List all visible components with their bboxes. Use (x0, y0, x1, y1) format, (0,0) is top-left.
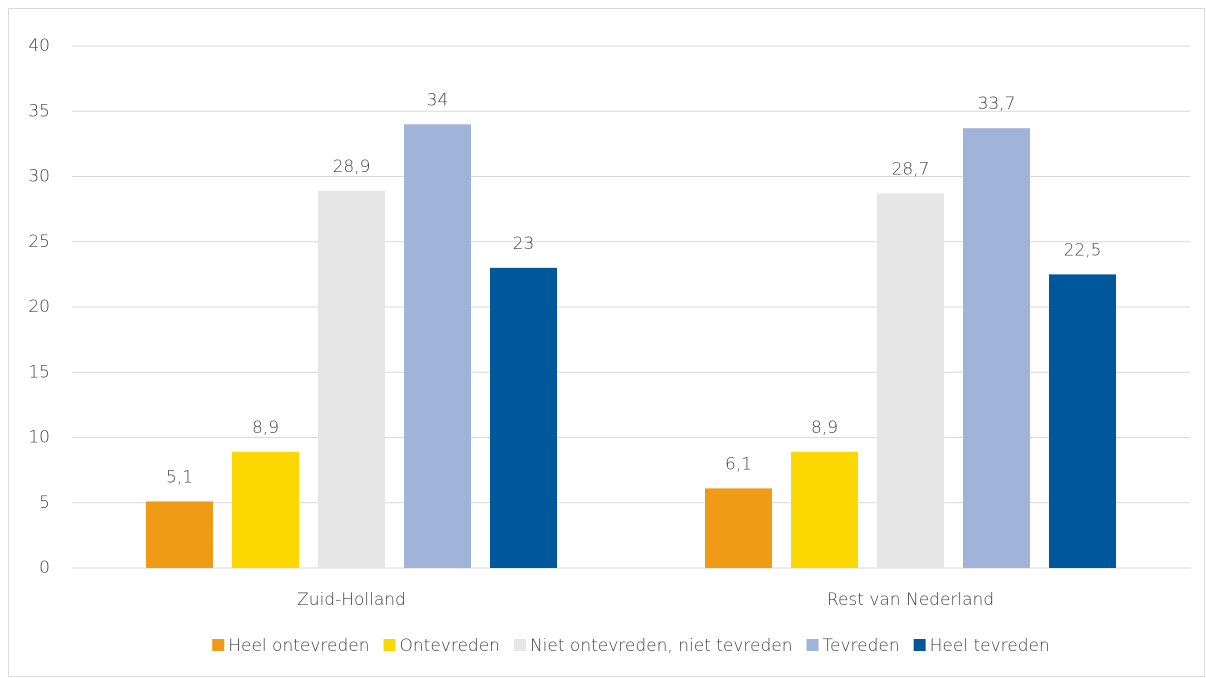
bar (490, 267, 557, 568)
data-label: 28,7 (892, 159, 930, 179)
x-tick-label: Rest van Nederland (827, 590, 994, 610)
data-label: 22,5 (1064, 240, 1102, 260)
y-tick-label: 15 (28, 362, 50, 382)
data-label: 8,9 (252, 418, 279, 438)
legend-label: Ontevreden (400, 636, 500, 656)
bar (877, 193, 944, 568)
data-label: 23 (513, 234, 535, 254)
data-label: 5,1 (166, 467, 193, 487)
legend-label: Heel tevreden (930, 636, 1050, 656)
data-label: 6,1 (725, 454, 752, 474)
legend-swatch (513, 639, 526, 651)
bar (146, 501, 213, 568)
data-label: 28,9 (333, 157, 371, 177)
bar (791, 451, 858, 568)
bar (963, 128, 1030, 568)
legend-swatch (212, 639, 225, 651)
legend-label: Tevreden (823, 636, 900, 656)
data-label: 8,9 (811, 418, 838, 438)
bar (705, 488, 772, 568)
y-tick-label: 10 (28, 428, 50, 448)
y-tick-label: 20 (28, 297, 50, 317)
legend-swatch (383, 639, 396, 651)
data-label: 33,7 (978, 94, 1016, 114)
y-tick-label: 35 (28, 101, 50, 121)
bar (232, 451, 299, 568)
y-tick-label: 25 (28, 232, 50, 252)
legend-swatch (913, 639, 926, 651)
x-tick-label: Zuid-Holland (297, 590, 406, 610)
y-tick-label: 0 (39, 558, 50, 578)
chart-border (8, 8, 1205, 677)
y-tick-label: 40 (28, 36, 50, 56)
legend-swatch (806, 639, 819, 651)
legend-label: Heel ontevreden (228, 636, 369, 656)
y-tick-label: 5 (39, 493, 50, 513)
y-tick-label: 30 (28, 167, 50, 187)
bar (318, 190, 385, 569)
bar (404, 124, 471, 569)
legend-label: Niet ontevreden, niet tevreden (530, 636, 793, 656)
bar (1049, 274, 1116, 568)
data-label: 34 (427, 90, 449, 110)
